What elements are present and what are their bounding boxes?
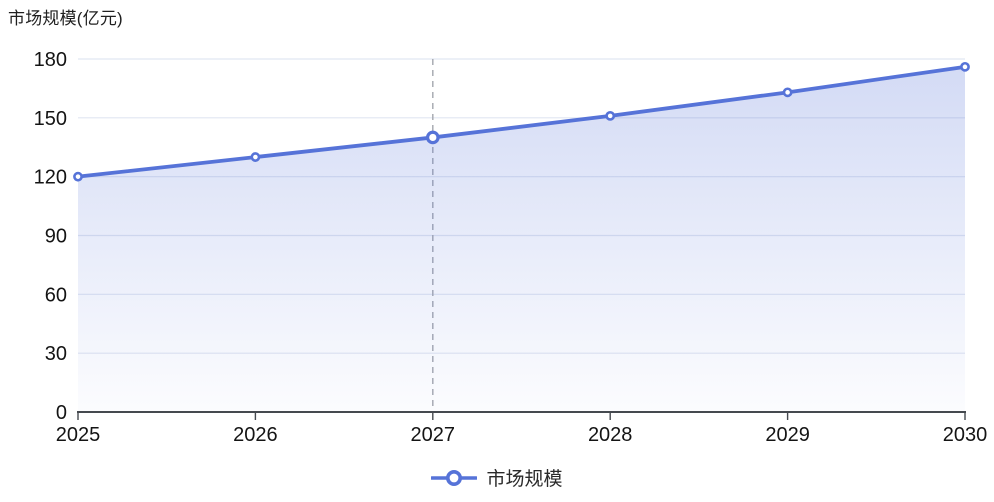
x-tick-label: 2029 (765, 424, 810, 446)
x-tick-label: 2028 (588, 424, 633, 446)
x-tick-label: 2030 (943, 424, 988, 446)
y-tick-label: 150 (34, 108, 67, 130)
y-tick-label: 0 (56, 402, 67, 424)
area-fill (78, 66, 965, 412)
y-tick-label: 180 (34, 49, 67, 71)
y-tick-label: 30 (45, 343, 67, 365)
data-point-2026[interactable] (250, 152, 261, 162)
y-axis-title: 市场规模(亿元) (8, 9, 123, 28)
data-point-2025[interactable] (73, 171, 83, 182)
legend-circle (446, 469, 463, 486)
data-point-2029[interactable] (782, 87, 793, 98)
x-tick-label: 2026 (233, 424, 278, 446)
x-tick-label: 2027 (411, 424, 456, 446)
y-tick-label: 60 (45, 284, 67, 306)
legend-item-market-size[interactable]: 市场规模 (0, 464, 994, 491)
y-tick-label: 90 (45, 226, 67, 248)
data-point-2028[interactable] (605, 110, 616, 121)
data-point-2027[interactable] (425, 130, 440, 145)
series-line (76, 64, 967, 179)
legend-label: 市场规模 (486, 469, 563, 490)
x-tick-label: 2025 (56, 424, 101, 446)
area-chart: 2025 2026 2027 2028 2029 2030 0 30 60 90 120 150 180 (34, 49, 988, 446)
y-tick-label: 120 (34, 167, 67, 189)
legend-line-marker-icon (431, 469, 478, 486)
data-point-2030[interactable] (960, 61, 970, 72)
